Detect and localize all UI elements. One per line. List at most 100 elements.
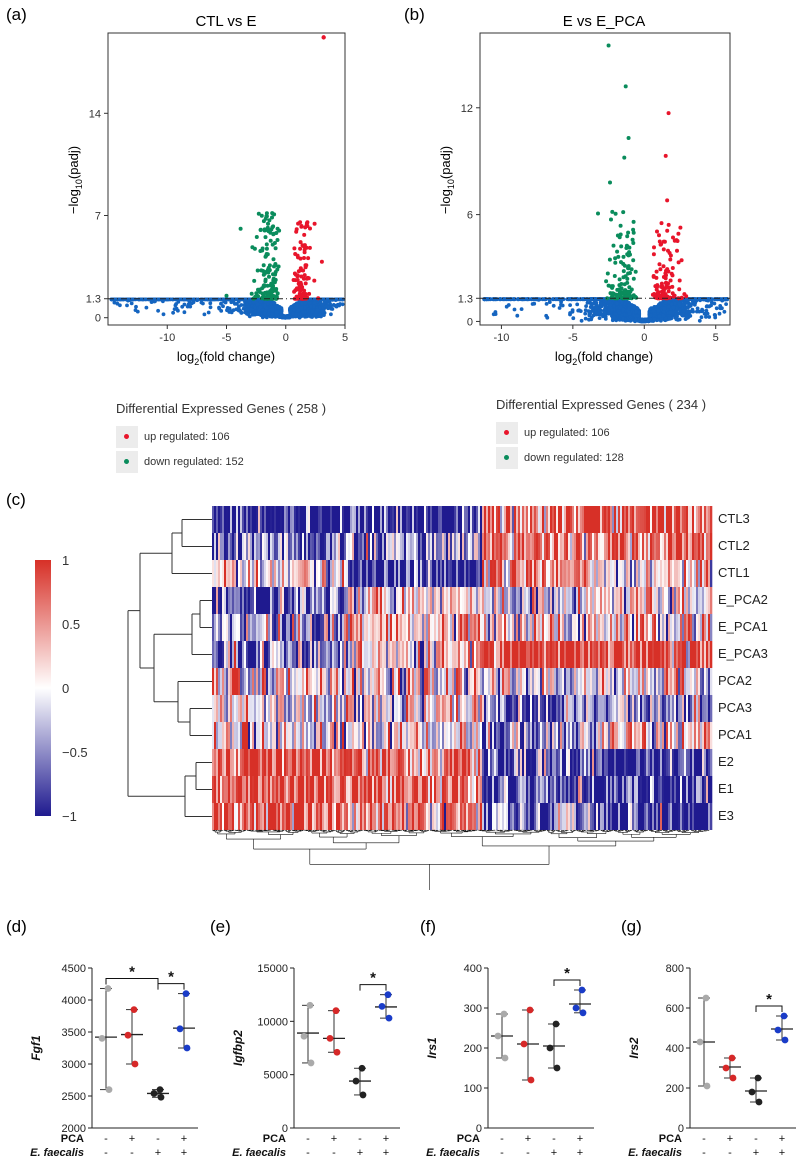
volcano-b-point-ns — [545, 315, 550, 320]
volcano-a-point-up — [301, 268, 306, 273]
volcano-a-point-ns — [153, 299, 157, 304]
volcano-a-point-up — [303, 292, 308, 296]
volcano-a-point-up — [312, 278, 317, 283]
volcano-b-point-ns — [697, 318, 702, 323]
volcano-a-point-down — [256, 287, 260, 292]
volcano-b-point-ns — [512, 307, 517, 312]
volcano-a-point-down — [238, 226, 243, 231]
volcano-a-point-ns — [328, 297, 332, 302]
volcano-a-point-down — [258, 228, 263, 232]
volcano-a-point-ns — [135, 309, 140, 314]
volcano-a-point-ns — [302, 305, 307, 310]
volcano-a-point-up — [316, 296, 321, 301]
volcano-a-point-up — [298, 220, 303, 225]
volcano-a-point-up — [295, 273, 300, 278]
volcano-a-point-ns — [180, 304, 185, 309]
volcano-a-point-down — [261, 272, 266, 277]
volcano-b-frame — [479, 32, 731, 326]
volcano-a-point-up — [299, 274, 304, 279]
panel-label-e: (e) — [210, 917, 231, 936]
volcano-a-point-up — [306, 276, 311, 281]
volcano-a-point-up — [321, 35, 326, 40]
volcano-a-point-ns — [263, 303, 267, 308]
volcano-a-point-ns — [303, 301, 308, 306]
volcano-a-point-ns — [329, 306, 334, 311]
volcano-a-point-ns — [202, 297, 207, 302]
volcano-a-point-down — [262, 227, 267, 232]
volcano-a-point-ns — [279, 314, 284, 319]
volcano-a-point-ns — [208, 301, 213, 306]
volcano-a-point-ns — [310, 309, 315, 314]
volcano-a-point-down — [268, 230, 273, 235]
volcano-a-point-ns — [255, 302, 260, 307]
volcano-a-point-ns — [315, 308, 320, 313]
volcano-a-point-down — [265, 283, 270, 288]
volcano-a-point-down — [264, 253, 269, 258]
volcano-a-point-ns — [216, 297, 220, 302]
volcano-a-point-down — [274, 287, 279, 291]
panel-label-g: (g) — [621, 917, 642, 936]
volcano-a-point-ns — [134, 304, 138, 309]
volcano-b-point-ns — [551, 303, 556, 308]
volcano-a-point-down — [252, 278, 257, 283]
volcano-b-point-ns — [515, 313, 520, 318]
volcano-a-point-up — [307, 245, 312, 250]
volcano-a-point-down — [252, 246, 257, 251]
volcano-a-point-down — [266, 291, 271, 296]
volcano-b-point-ns — [571, 316, 576, 321]
volcano-a-point-ns — [233, 297, 238, 302]
volcano-a-frame — [107, 32, 346, 326]
volcano-a-point-up — [302, 273, 307, 278]
volcano-a-point-ns — [239, 303, 244, 307]
volcano-a-point-ns — [243, 297, 248, 302]
volcano-a-point-down — [273, 246, 278, 251]
volcano-a-point-ns — [257, 308, 262, 313]
volcano-a-point-up — [301, 244, 306, 249]
volcano-b-point-ns — [692, 302, 697, 307]
volcano-b-point-ns — [575, 302, 580, 307]
panel-label-b: (b) — [404, 5, 425, 24]
volcano-a-point-ns — [130, 297, 135, 302]
volcano-a-point-down — [270, 294, 275, 299]
volcano-a-point-down — [253, 294, 258, 299]
volcano-a-point-down — [267, 263, 272, 268]
volcano-b-point-ns — [547, 300, 552, 304]
volcano-a-point-down — [249, 291, 254, 296]
volcano-a-point-ns — [125, 303, 129, 308]
volcano-a-point-up — [319, 259, 324, 264]
volcano-a-point-up — [302, 250, 307, 255]
volcano-a-point-down — [259, 213, 264, 218]
volcano-a-point-up — [308, 226, 312, 231]
volcano-a-point-ns — [318, 301, 323, 306]
volcano-a-xlabel-rest: (fold change) — [199, 349, 275, 364]
volcano-a-point-ns — [156, 308, 161, 313]
volcano-a-point-ns — [191, 300, 196, 305]
volcano-a-point-ns — [161, 312, 166, 317]
volcano-a-point-ns — [202, 312, 207, 317]
volcano-a-point-up — [299, 224, 304, 228]
volcano-a-point-ns — [129, 301, 134, 306]
volcano-a-point-ns — [217, 305, 221, 310]
volcano-a-point-down — [260, 291, 265, 296]
volcano-a-point-up — [294, 227, 299, 232]
volcano-a-point-up — [297, 293, 302, 298]
volcano-a-point-down — [256, 211, 261, 216]
volcano-b-point-ns — [583, 316, 588, 321]
volcano-a-point-up — [302, 232, 307, 237]
volcano-a-point-ns — [276, 305, 281, 310]
volcano-a-point-down — [261, 263, 266, 268]
volcano-a-point-down — [261, 283, 266, 288]
panel-label-d: (d) — [6, 917, 27, 936]
volcano-a-point-ns — [299, 306, 304, 311]
volcano-a-point-ns — [326, 306, 330, 311]
volcano-b-point-ns — [597, 316, 602, 320]
volcano-a-point-ns — [112, 300, 117, 305]
volcano-a-point-ns — [160, 297, 165, 302]
volcano-b-point-ns — [695, 306, 700, 311]
volcano-a-point-ns — [285, 315, 290, 320]
volcano-a-point-down — [269, 227, 274, 232]
volcano-a-point-up — [302, 288, 307, 293]
volcano-a-point-up — [303, 281, 308, 286]
volcano-a-point-ns — [225, 297, 230, 302]
volcano-a-point-down — [254, 291, 259, 296]
